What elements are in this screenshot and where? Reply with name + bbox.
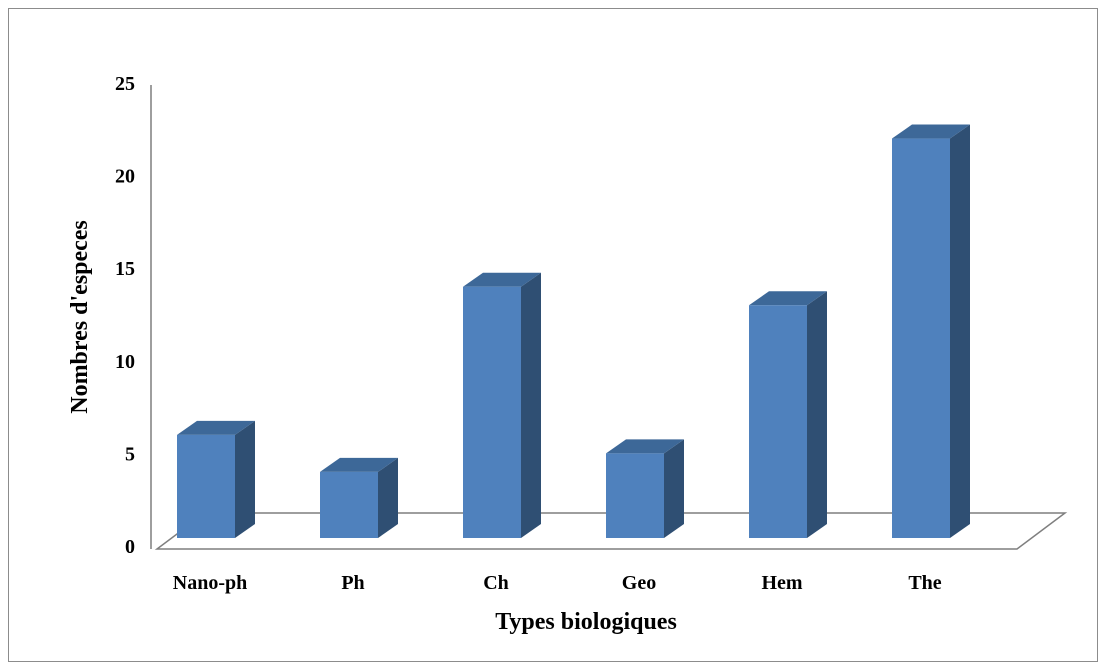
bar — [177, 420, 255, 538]
x-tick-label: Nano-ph — [173, 572, 247, 594]
y-axis-title: Nombres d'especes — [67, 220, 93, 414]
bar-front-face — [606, 453, 664, 538]
bar-front-face — [320, 471, 378, 538]
bar — [463, 272, 541, 538]
y-tick-labels: 0 5 10 15 20 25 — [115, 73, 135, 558]
y-tick-label: 15 — [115, 258, 135, 280]
bar-front-face — [463, 286, 521, 538]
x-axis-title: Types biologiques — [495, 609, 677, 635]
chart-frame: 0 5 10 15 20 25 Nano-ph Ph Ch Geo Hem The Types bi… — [8, 8, 1098, 662]
x-tick-labels: Nano-ph Ph Ch Geo Hem The — [173, 572, 942, 594]
bar-front-face — [749, 305, 807, 538]
bar-side-face — [378, 457, 398, 538]
bar-front-face — [892, 138, 950, 538]
x-tick-label: Hem — [761, 572, 802, 594]
bar-side-face — [950, 124, 970, 538]
bar-side-face — [521, 272, 541, 538]
bar-side-face — [807, 291, 827, 538]
x-tick-label: Ph — [341, 572, 364, 594]
y-tick-label: 25 — [115, 73, 135, 95]
x-tick-label: Geo — [622, 572, 656, 594]
bar-side-face — [664, 439, 684, 538]
bar-side-face — [235, 420, 255, 538]
y-tick-label: 10 — [115, 351, 135, 373]
bars — [177, 124, 970, 538]
bar-top-face — [606, 439, 684, 454]
y-tick-label: 0 — [125, 536, 135, 558]
bar-front-face — [177, 434, 235, 538]
bar-top-face — [892, 124, 970, 139]
x-tick-label: Ch — [483, 572, 509, 594]
bar — [606, 439, 684, 538]
bar-top-face — [749, 291, 827, 306]
bar — [892, 124, 970, 538]
bar — [749, 291, 827, 538]
y-tick-label: 5 — [125, 443, 135, 465]
bar-chart: 0 5 10 15 20 25 Nano-ph Ph Ch Geo Hem The Types bi… — [67, 73, 1068, 635]
y-tick-label: 20 — [115, 166, 135, 188]
x-tick-label: The — [908, 572, 941, 594]
bar-top-face — [177, 420, 255, 435]
bar — [320, 457, 398, 538]
bar-top-face — [320, 457, 398, 472]
bar-top-face — [463, 272, 541, 287]
